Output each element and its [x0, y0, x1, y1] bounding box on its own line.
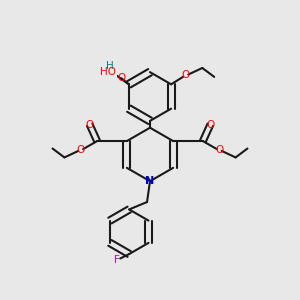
Text: O: O: [85, 120, 94, 130]
Text: O: O: [206, 120, 214, 130]
Text: O: O: [182, 70, 190, 80]
Text: H: H: [106, 61, 113, 71]
Text: O: O: [76, 145, 85, 155]
Text: O: O: [117, 74, 126, 83]
Text: N: N: [146, 176, 154, 186]
Text: F: F: [114, 255, 120, 265]
Text: O: O: [215, 145, 224, 155]
Text: HO: HO: [100, 68, 116, 77]
